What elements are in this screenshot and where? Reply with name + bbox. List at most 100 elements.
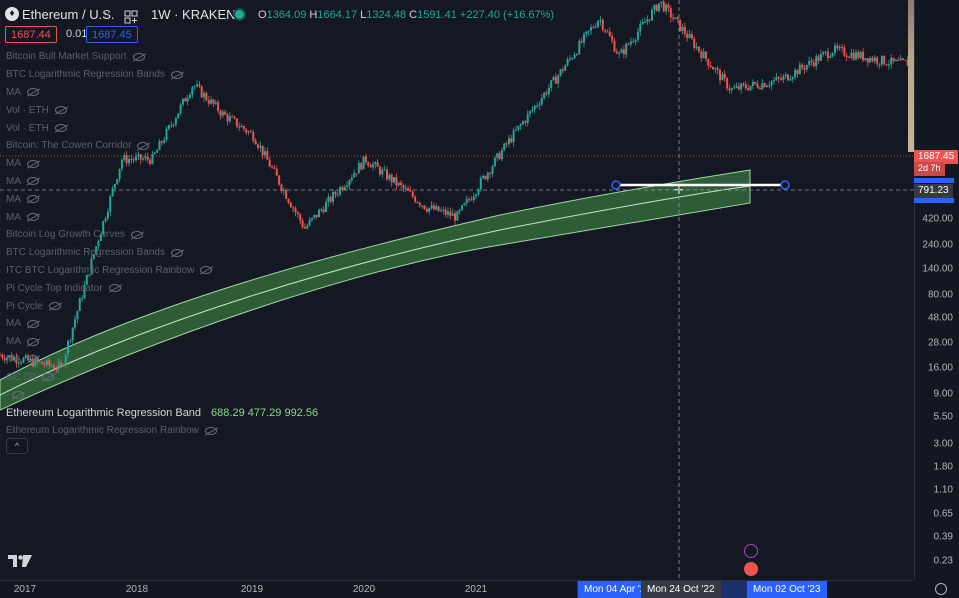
hidden-eye-icon[interactable] <box>54 124 67 133</box>
legend-item[interactable]: Pi Cycle Top Indicator <box>6 279 318 297</box>
candle-body <box>193 86 196 88</box>
settings-gear-icon[interactable] <box>935 583 947 595</box>
legend-item[interactable]: Bitcoin Log Growth Curves <box>6 226 318 244</box>
candle-body <box>683 26 686 35</box>
legend-item[interactable]: Bitcoin: The Cowen Corridor <box>6 137 318 155</box>
hidden-eye-icon[interactable] <box>204 426 217 435</box>
candle-body <box>568 58 571 60</box>
candle-body <box>836 45 839 49</box>
hidden-eye-icon[interactable] <box>54 106 67 115</box>
candle-body <box>416 201 419 203</box>
hidden-eye-icon[interactable] <box>108 284 121 293</box>
buy-button[interactable]: 1687.45 <box>86 26 138 43</box>
candle-body <box>815 56 818 67</box>
legend-item[interactable]: ITC BTC Logarithmic Regression Rainbow <box>6 262 318 280</box>
flag-icon[interactable] <box>744 562 758 576</box>
legend-item[interactable] <box>6 386 318 404</box>
legend-item[interactable]: MA <box>6 208 318 226</box>
hidden-eye-icon[interactable] <box>12 391 24 400</box>
lightning-icon[interactable] <box>744 544 758 558</box>
price-axis[interactable]: 420.00 240.00 140.00 80.00 48.00 28.00 1… <box>914 0 959 580</box>
compare-symbol-icon[interactable] <box>124 10 138 24</box>
hidden-eye-icon[interactable] <box>132 52 145 61</box>
timeframe-exchange[interactable]: 1W · KRAKEN <box>151 7 236 22</box>
candle-body <box>456 211 459 221</box>
drawn-level-handle-left[interactable] <box>611 180 621 190</box>
drag-handle-icon[interactable]: ⁞⁞ <box>104 9 111 21</box>
candle-body <box>526 113 529 123</box>
sell-button[interactable]: 1687.44 <box>5 26 57 43</box>
hidden-eye-icon[interactable] <box>27 177 39 186</box>
candle-body <box>285 189 288 199</box>
candle-body <box>156 149 159 153</box>
candle-body <box>704 51 707 59</box>
legend-item[interactable]: MA <box>6 173 318 191</box>
hidden-eye-icon[interactable] <box>27 355 39 364</box>
candle-body <box>880 55 883 65</box>
legend-item[interactable]: MA <box>6 333 318 351</box>
collapse-legend-button[interactable]: ^ <box>6 438 28 454</box>
candle-body <box>266 151 269 160</box>
hidden-eye-icon[interactable] <box>27 159 39 168</box>
candle-body <box>149 159 152 164</box>
legend-item[interactable]: MA <box>6 155 318 173</box>
hidden-eye-icon[interactable] <box>170 248 183 257</box>
hidden-eye-icon[interactable] <box>27 319 39 328</box>
candle-body <box>341 187 344 190</box>
candle-body <box>697 46 700 52</box>
candle-body <box>313 214 316 218</box>
candle-body <box>735 85 738 88</box>
hidden-eye-icon[interactable] <box>42 373 54 382</box>
candle-body <box>144 156 147 159</box>
legend-item[interactable]: Vol · ETH <box>6 101 318 119</box>
hidden-eye-icon[interactable] <box>200 266 213 275</box>
legend-item-active[interactable]: Ethereum Logarithmic Regression Band 688… <box>6 404 318 422</box>
candle-body <box>855 52 858 60</box>
hidden-eye-icon[interactable] <box>27 195 39 204</box>
price-tick: 420.00 <box>922 213 953 225</box>
hidden-eye-icon[interactable] <box>27 213 39 222</box>
legend-item[interactable]: MA <box>6 84 318 102</box>
candle-body <box>660 1 663 4</box>
candle-body <box>873 57 876 62</box>
hidden-eye-icon[interactable] <box>137 141 150 150</box>
price-tick: 1.80 <box>933 461 953 473</box>
legend-item[interactable]: MA <box>6 351 318 369</box>
legend-item[interactable]: Ethereum Logarithmic Regression Rainbow <box>6 422 318 440</box>
legend-item[interactable]: MA <box>6 315 318 333</box>
candle-body <box>85 274 88 285</box>
price-tick: 1.10 <box>933 484 953 496</box>
candle-body <box>840 47 843 49</box>
hidden-eye-icon[interactable] <box>48 302 61 311</box>
price-chart[interactable]: ✛ <box>0 0 914 580</box>
legend-item[interactable]: Vol · ETH <box>6 119 318 137</box>
candle-body <box>878 63 881 65</box>
candle-body <box>451 213 454 216</box>
candle-body <box>479 177 482 190</box>
hidden-eye-icon[interactable] <box>170 70 183 79</box>
candle-body <box>381 169 384 175</box>
candle-body <box>831 52 834 57</box>
legend-item[interactable]: BTC Logarithmic Regression Bands <box>6 66 318 84</box>
drawn-level-handle-right[interactable] <box>780 180 790 190</box>
legend-item[interactable]: Pi Cycle <box>6 297 318 315</box>
candle-body <box>611 36 614 41</box>
tradingview-logo <box>8 555 32 567</box>
legend-item[interactable]: GC (5) <box>6 368 318 386</box>
market-status-icon[interactable] <box>235 10 244 19</box>
symbol-name[interactable]: Ethereum / U.S. <box>22 7 115 22</box>
candle-body <box>859 51 862 58</box>
candle-body <box>120 159 123 169</box>
legend-item[interactable]: Bitcoin Bull Market Support <box>6 48 318 66</box>
low-value: 1324.48 <box>366 9 407 21</box>
candle-body <box>374 162 377 165</box>
candle-body <box>127 159 130 164</box>
hidden-eye-icon[interactable] <box>130 230 143 239</box>
time-axis[interactable]: 2017 2018 2019 2020 2021 Mon 04 Apr '22 … <box>0 580 914 598</box>
legend-item[interactable]: MA <box>6 190 318 208</box>
legend-item[interactable]: BTC Logarithmic Regression Bands <box>6 244 318 262</box>
chart-area[interactable]: ✛ <box>0 0 914 580</box>
candle-body <box>615 51 618 54</box>
hidden-eye-icon[interactable] <box>27 337 39 346</box>
hidden-eye-icon[interactable] <box>27 88 39 97</box>
